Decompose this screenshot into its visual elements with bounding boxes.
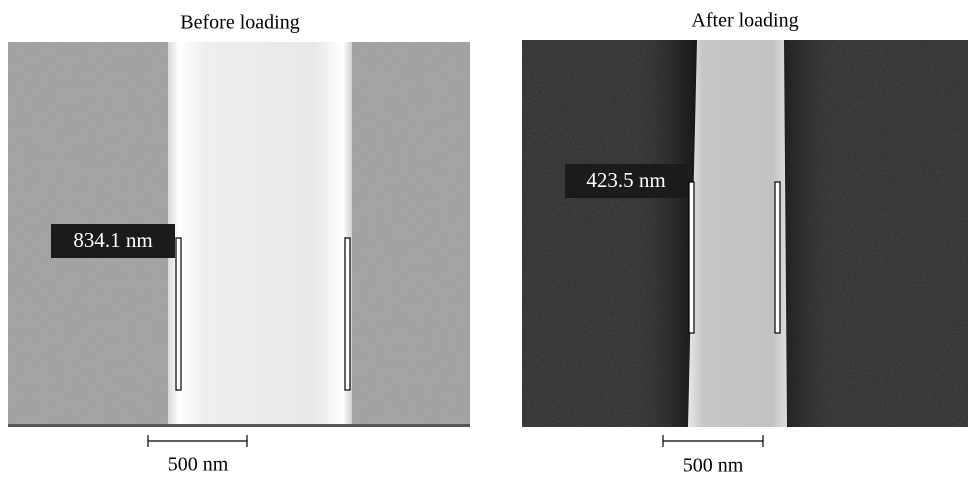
scale-label: 500 nm xyxy=(168,454,229,476)
micrograph xyxy=(8,42,470,427)
panel-title: After loading xyxy=(691,10,798,32)
marker xyxy=(344,237,351,391)
scale-label: 500 nm xyxy=(683,455,744,477)
scale-bar xyxy=(662,435,764,447)
marker xyxy=(175,237,182,391)
measurement-label: 423.5 nm xyxy=(586,168,665,192)
scale-bar xyxy=(147,435,248,447)
panel-title: Before loading xyxy=(180,12,299,34)
marker xyxy=(688,181,695,334)
label-box xyxy=(51,224,175,258)
micrograph xyxy=(522,40,968,427)
label-box xyxy=(565,164,688,198)
marker xyxy=(774,181,781,334)
measurement-label: 834.1 nm xyxy=(73,228,152,252)
